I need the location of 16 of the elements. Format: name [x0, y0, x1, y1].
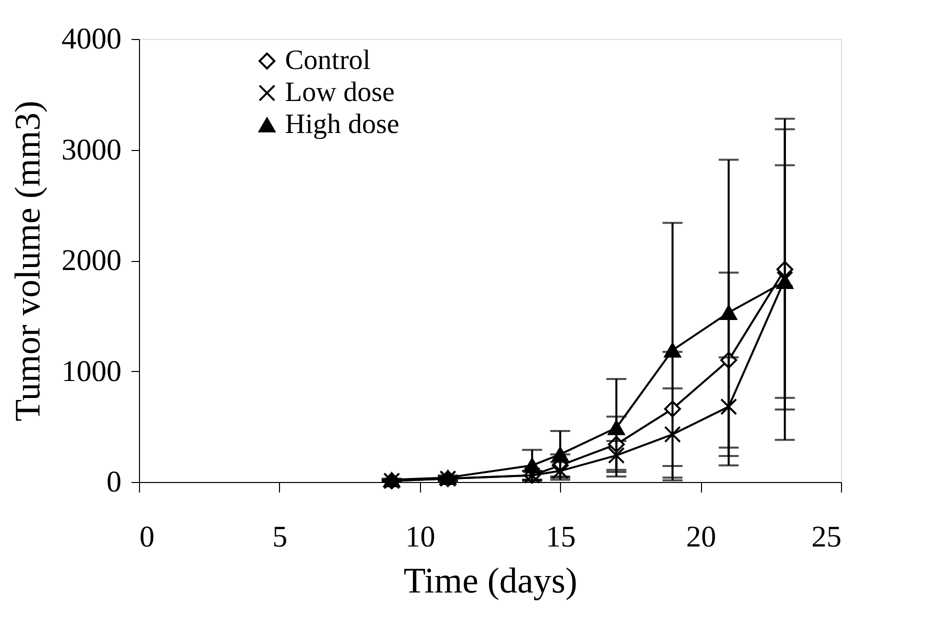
y-tick-label: 0	[106, 466, 122, 498]
x-axis-title: Time (days)	[404, 560, 578, 600]
x-tick-label: 10	[405, 520, 436, 554]
x-tick-label: 25	[812, 520, 842, 554]
x-tick-label: 5	[272, 520, 288, 554]
x-tick-label: 15	[546, 520, 576, 554]
x-tick-label: 0	[140, 520, 154, 554]
y-tick-label: 2000	[62, 244, 122, 277]
y-axis-title: Tumor volume (mm3)	[8, 100, 48, 422]
legend-label: Control	[285, 45, 371, 76]
legend-label: High dose	[285, 109, 400, 140]
y-tick-label: 4000	[62, 22, 122, 56]
x-tick-label: 20	[686, 520, 716, 554]
legend-label: Low dose	[285, 77, 395, 108]
y-tick-label: 1000	[62, 354, 122, 388]
y-tick-label: 3000	[62, 133, 122, 166]
